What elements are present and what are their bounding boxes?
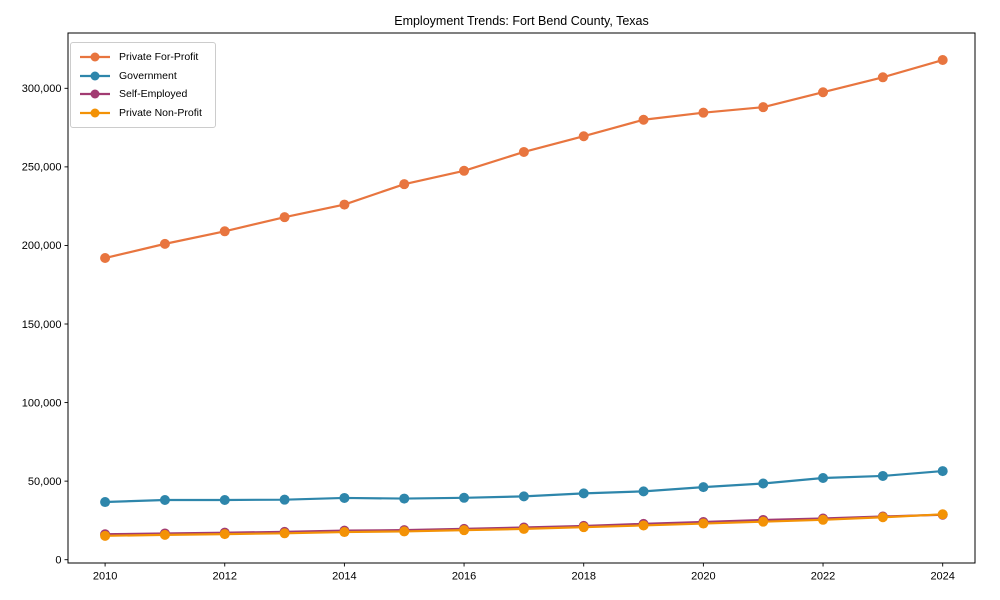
series-marker-0 <box>578 131 589 142</box>
y-tick-label: 100,000 <box>22 397 62 409</box>
y-tick-label: 300,000 <box>22 83 62 95</box>
x-tick-label: 2018 <box>571 571 595 583</box>
series-marker-0 <box>219 226 230 237</box>
legend-label: Private For-Profit <box>119 51 199 64</box>
y-tick-label: 0 <box>55 555 61 567</box>
series-marker-0 <box>399 179 410 190</box>
series-marker-0 <box>698 107 709 118</box>
legend-item-1: Government <box>79 68 207 84</box>
series-marker-3 <box>219 529 230 540</box>
series-marker-0 <box>339 199 350 210</box>
series-marker-3 <box>937 509 948 520</box>
series-marker-3 <box>518 523 529 534</box>
x-tick-label: 2012 <box>213 571 237 583</box>
series-marker-3 <box>638 520 649 531</box>
series-marker-0 <box>638 114 649 125</box>
legend-line-marker-icon <box>80 89 110 99</box>
series-marker-1 <box>698 482 709 493</box>
x-tick-label: 2014 <box>332 571 356 583</box>
x-tick-label: 2016 <box>452 571 476 583</box>
series-marker-1 <box>818 472 829 483</box>
series-marker-1 <box>758 478 769 489</box>
chart-legend: Private For-Profit Government Self-Employe… <box>70 42 216 128</box>
legend-line-marker-icon <box>80 108 110 118</box>
y-tick-label: 250,000 <box>22 162 62 174</box>
series-marker-0 <box>518 146 529 157</box>
series-marker-1 <box>339 492 350 503</box>
series-marker-0 <box>459 165 470 176</box>
series-marker-1 <box>937 466 948 477</box>
series-marker-0 <box>877 72 888 83</box>
series-marker-1 <box>638 486 649 497</box>
x-tick-label: 2022 <box>811 571 835 583</box>
series-marker-3 <box>399 526 410 537</box>
y-tick-label: 200,000 <box>22 240 62 252</box>
series-marker-3 <box>339 527 350 538</box>
legend-item-3: Private Non-Profit <box>79 105 207 121</box>
series-marker-1 <box>518 491 529 502</box>
series-marker-3 <box>578 522 589 533</box>
series-line-0 <box>104 58 943 260</box>
series-marker-3 <box>459 525 470 536</box>
chart-title: Employment Trends: Fort Bend County, Tex… <box>394 14 649 28</box>
x-tick-label: 2010 <box>93 571 117 583</box>
series-marker-1 <box>877 470 888 481</box>
series-marker-3 <box>877 512 888 523</box>
series-marker-3 <box>159 529 170 540</box>
x-tick-label: 2024 <box>930 571 954 583</box>
series-marker-1 <box>159 494 170 505</box>
series-marker-0 <box>937 55 948 66</box>
legend-item-0: Private For-Profit <box>79 49 207 65</box>
series-marker-1 <box>279 494 290 505</box>
y-tick-label: 50,000 <box>28 476 62 488</box>
legend-label: Private Non-Profit <box>119 106 202 119</box>
series-marker-0 <box>818 87 829 98</box>
series-marker-3 <box>758 516 769 527</box>
series-marker-3 <box>818 514 829 525</box>
series-marker-1 <box>578 488 589 499</box>
legend-line-marker-icon <box>80 52 110 62</box>
series-marker-0 <box>100 253 111 264</box>
x-tick-label: 2020 <box>691 571 715 583</box>
series-marker-3 <box>100 530 111 541</box>
series-marker-1 <box>219 494 230 505</box>
series-marker-1 <box>399 493 410 504</box>
axes-frame <box>67 32 976 564</box>
series-marker-1 <box>459 492 470 503</box>
series-marker-1 <box>100 497 111 508</box>
series-marker-0 <box>758 102 769 113</box>
legend-label: Self-Employed <box>119 88 188 101</box>
legend-line-marker-icon <box>80 71 110 81</box>
y-tick-label: 150,000 <box>22 319 62 331</box>
series-marker-0 <box>279 212 290 223</box>
legend-label: Government <box>119 69 177 82</box>
series-marker-3 <box>698 518 709 529</box>
series-marker-0 <box>159 238 170 249</box>
legend-item-2: Self-Employed <box>79 86 207 102</box>
series-marker-3 <box>279 528 290 539</box>
